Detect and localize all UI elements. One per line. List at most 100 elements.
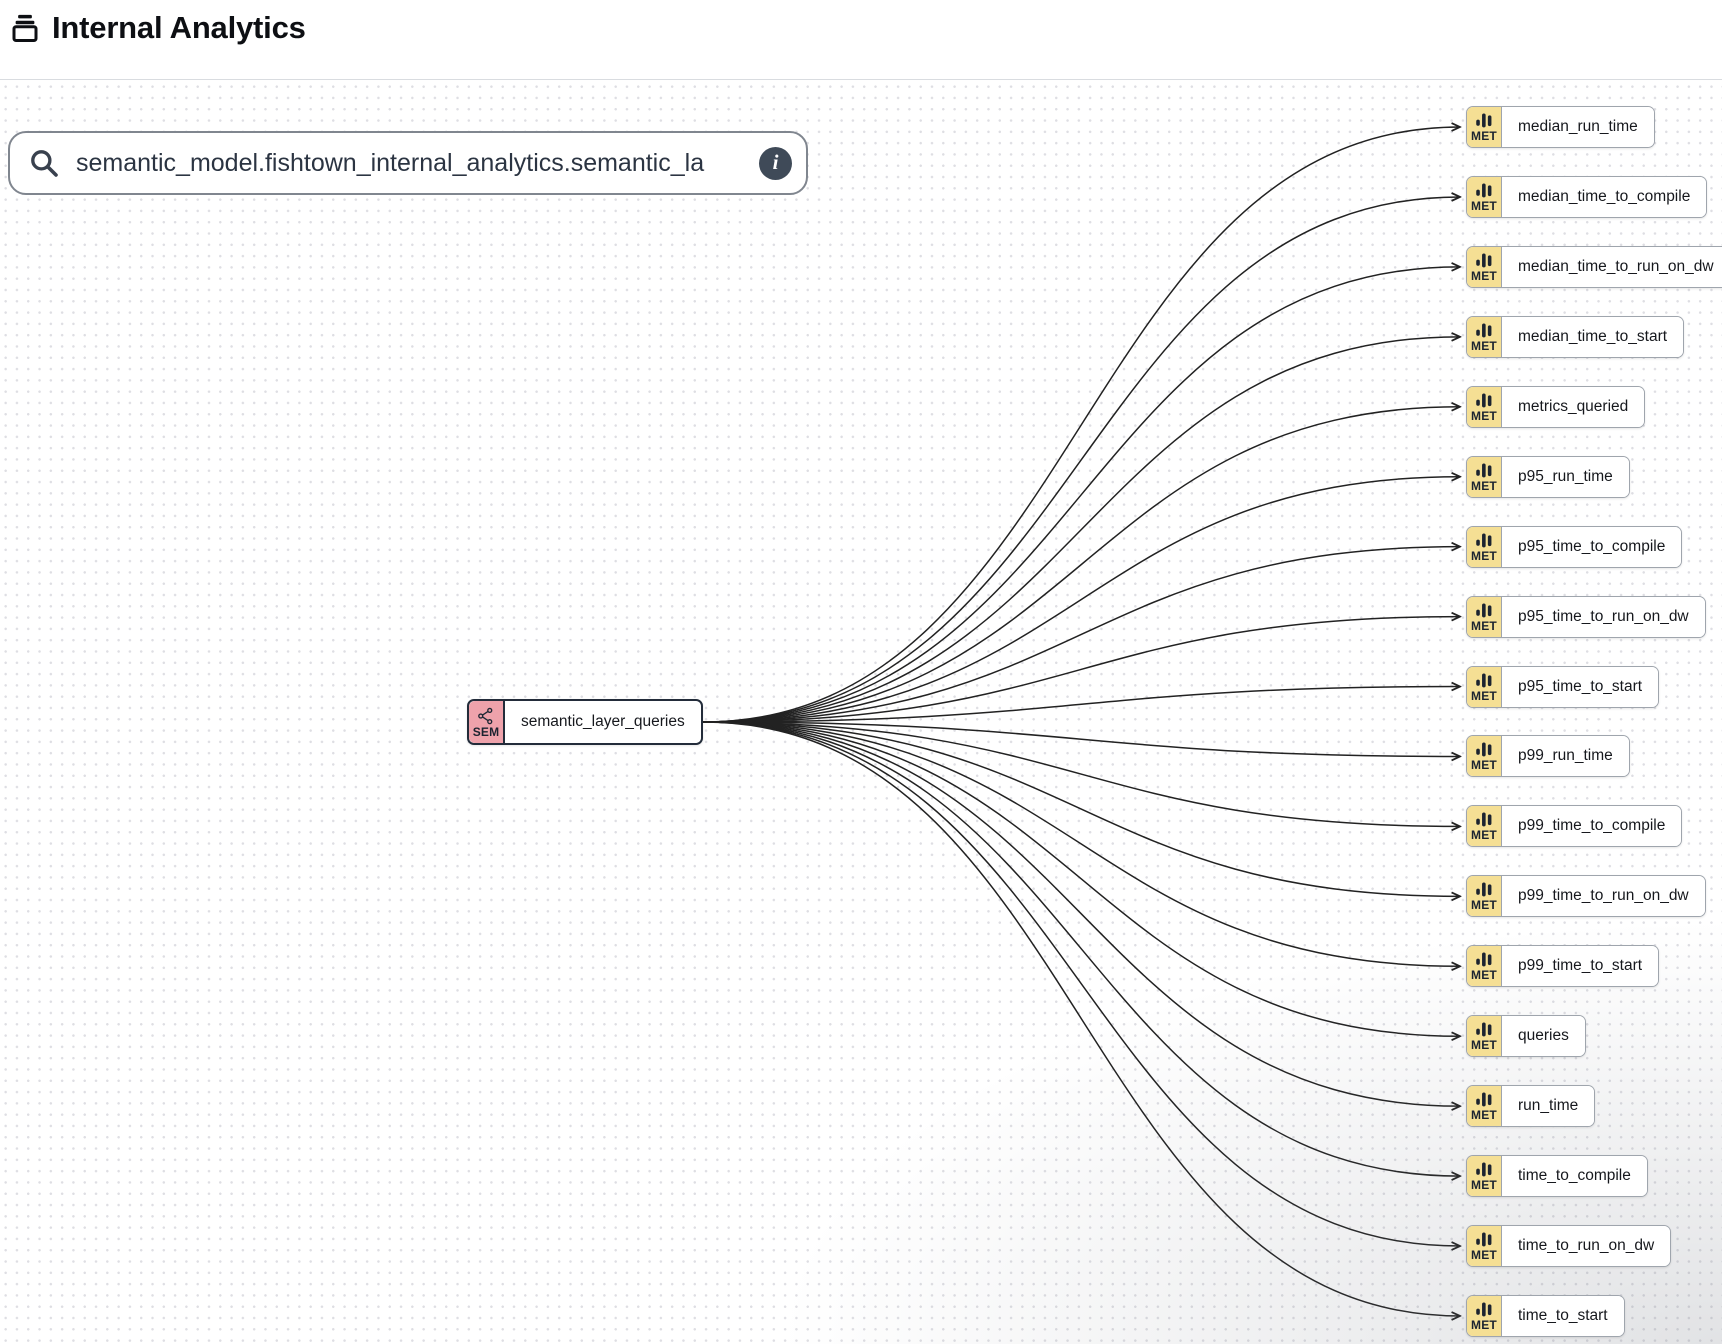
metric-badge-label: MET [1471,549,1497,563]
metric-badge: MET [1467,177,1502,217]
metric-node[interactable]: MET median_time_to_start [1466,316,1685,358]
metric-node[interactable]: MET p99_time_to_compile [1466,805,1683,847]
metric-badge-label: MET [1471,269,1497,283]
info-icon[interactable]: i [759,146,792,180]
stack-icon [10,13,40,43]
metric-node[interactable]: MET p95_time_to_run_on_dw [1466,596,1706,638]
metric-node[interactable]: MET queries [1466,1015,1586,1057]
metric-badge: MET [1467,247,1502,287]
semantic-model-badge-label: SEM [472,724,500,739]
metric-badge: MET [1467,1016,1502,1056]
metric-badge: MET [1467,1086,1502,1126]
metric-node[interactable]: MET median_run_time [1466,106,1655,148]
metric-node[interactable]: MET time_to_compile [1466,1155,1648,1197]
metric-node-label: median_time_to_compile [1502,177,1707,217]
bar-chart-icon [1475,112,1493,129]
metric-node-label: p95_time_to_compile [1502,527,1682,567]
metric-node-label: median_run_time [1502,107,1654,147]
metric-node[interactable]: MET p95_time_to_compile [1466,526,1683,568]
metric-badge: MET [1467,107,1502,147]
app-header: Internal Analytics [0,0,1722,80]
lineage-edges [702,81,1722,1344]
search-bar: i [8,131,808,195]
bar-chart-icon [1475,252,1493,269]
search-input[interactable] [74,147,759,179]
metric-badge-label: MET [1471,339,1497,353]
metric-badge: MET [1467,736,1502,776]
metric-node[interactable]: MET median_time_to_run_on_dw [1466,246,1722,288]
metric-badge-label: MET [1471,1178,1497,1192]
semantic-model-node-label: semantic_layer_queries [505,701,701,743]
metric-badge-label: MET [1471,898,1497,912]
metric-node-label: p99_time_to_compile [1502,806,1682,846]
metric-badge-label: MET [1471,689,1497,703]
bar-chart-icon [1475,881,1493,898]
metric-badge-label: MET [1471,828,1497,842]
bar-chart-icon [1475,392,1493,409]
bar-chart-icon [1475,1231,1493,1248]
metric-badge: MET [1467,527,1502,567]
metric-badge: MET [1467,597,1502,637]
metric-node-label: time_to_run_on_dw [1502,1226,1671,1266]
bar-chart-icon [1475,602,1493,619]
metric-node-label: p95_time_to_start [1502,667,1659,707]
metric-node-label: queries [1502,1016,1585,1056]
bar-chart-icon [1475,1021,1493,1038]
bar-chart-icon [1475,741,1493,758]
metric-node[interactable]: MET time_to_run_on_dw [1466,1225,1672,1267]
share-network-icon [477,707,495,725]
metric-node-label: time_to_start [1502,1296,1624,1336]
metric-badge-label: MET [1471,1248,1497,1262]
bar-chart-icon [1475,532,1493,549]
metric-badge-label: MET [1471,1318,1497,1332]
bar-chart-icon [1475,811,1493,828]
metric-badge: MET [1467,1296,1502,1336]
bar-chart-icon [1475,951,1493,968]
bar-chart-icon [1475,672,1493,689]
metric-badge: MET [1467,317,1502,357]
metric-node-label: run_time [1502,1086,1595,1126]
metric-badge: MET [1467,946,1502,986]
metric-node[interactable]: MET time_to_start [1466,1295,1625,1337]
bar-chart-icon [1475,322,1493,339]
semantic-model-node[interactable]: SEM semantic_layer_queries [467,699,703,745]
metric-node[interactable]: MET p99_time_to_run_on_dw [1466,875,1706,917]
metric-badge-label: MET [1471,479,1497,493]
metric-node[interactable]: MET metrics_queried [1466,386,1646,428]
metric-node[interactable]: MET p99_run_time [1466,735,1630,777]
metric-node-label: p99_run_time [1502,736,1629,776]
bar-chart-icon [1475,462,1493,479]
semantic-model-badge: SEM [469,701,505,743]
metric-badge: MET [1467,806,1502,846]
metric-badge-label: MET [1471,199,1497,213]
metric-badge-label: MET [1471,619,1497,633]
page-title: Internal Analytics [52,10,306,45]
metric-node-label: p99_time_to_run_on_dw [1502,876,1705,916]
bar-chart-icon [1475,1091,1493,1108]
metric-badge-label: MET [1471,968,1497,982]
metric-node-label: median_time_to_start [1502,317,1684,357]
metric-node-label: p95_run_time [1502,457,1629,497]
metric-badge-label: MET [1471,1038,1497,1052]
metric-badge-label: MET [1471,1108,1497,1122]
metric-node[interactable]: MET run_time [1466,1085,1596,1127]
bar-chart-icon [1475,1301,1493,1318]
metric-node[interactable]: MET p95_time_to_start [1466,666,1660,708]
metric-node[interactable]: MET p99_time_to_start [1466,945,1660,987]
bar-chart-icon [1475,1161,1493,1178]
metric-node[interactable]: MET median_time_to_compile [1466,176,1708,218]
metric-badge: MET [1467,876,1502,916]
metric-node-label: metrics_queried [1502,387,1645,427]
metric-badge-label: MET [1471,129,1497,143]
metric-node[interactable]: MET p95_run_time [1466,456,1630,498]
metric-badge-label: MET [1471,409,1497,423]
bar-chart-icon [1475,182,1493,199]
metric-badge-label: MET [1471,758,1497,772]
metric-node-label: p99_time_to_start [1502,946,1659,986]
metric-badge: MET [1467,667,1502,707]
metric-badge: MET [1467,457,1502,497]
metric-node-label: median_time_to_run_on_dw [1502,247,1722,287]
metric-node-label: time_to_compile [1502,1156,1647,1196]
metric-badge: MET [1467,1156,1502,1196]
lineage-canvas[interactable]: i SEM semantic_layer_queries [0,81,1722,1344]
